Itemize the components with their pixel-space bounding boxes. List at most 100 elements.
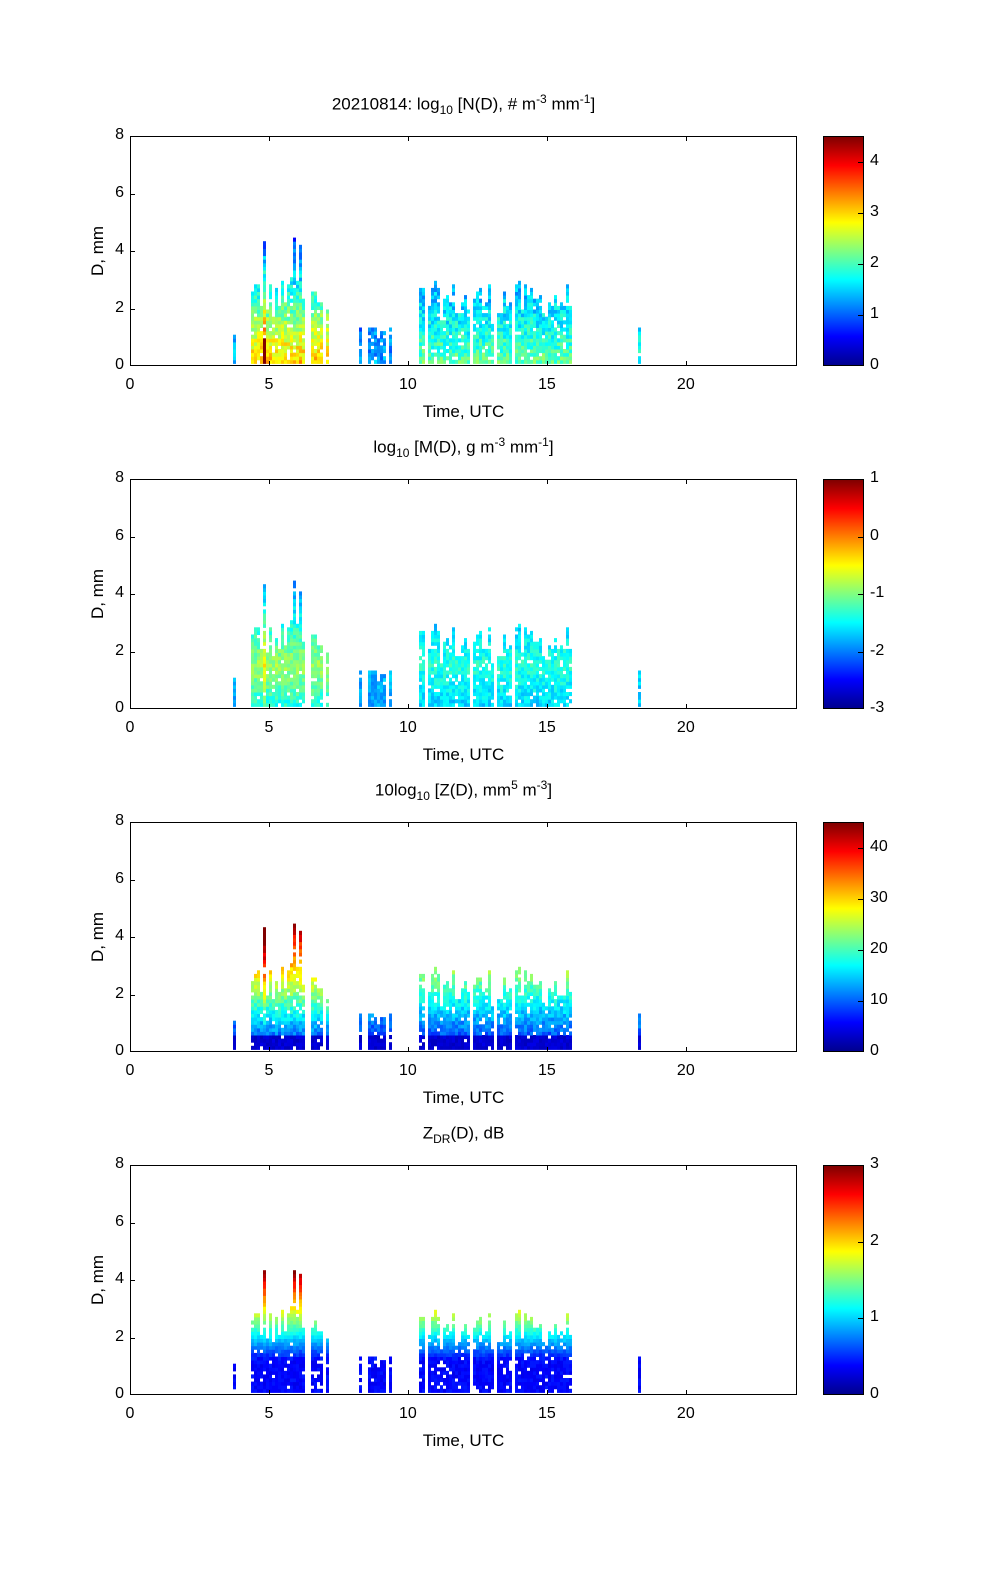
heatmap-cell [461,648,464,653]
heatmap-cell [290,659,293,664]
heatmap-cell [527,1017,530,1022]
heatmap-cell [548,316,551,321]
heatmap-cell [260,656,263,661]
heatmap-cell [434,291,437,296]
heatmap-cell [461,1009,464,1014]
heatmap-cell [326,681,329,686]
heatmap-cell [500,684,503,689]
colorbar-tick-label: -1 [870,584,885,601]
heatmap-cell [566,692,569,697]
heatmap-cell [500,666,503,671]
heatmap-cell [518,702,521,707]
heatmap-cell [539,345,542,350]
heatmap-cell [299,620,302,625]
title-part-mid2: m [517,780,537,800]
heatmap-cell [368,670,371,675]
heatmap-cell [290,338,293,343]
heatmap-cell [275,302,278,307]
heatmap-cell [371,1388,374,1393]
heatmap-cell [506,1035,509,1040]
heatmap-cell [299,681,302,686]
heatmap-cell [524,1017,527,1022]
heatmap-cell [368,702,371,707]
heatmap-cell [368,688,371,693]
heatmap-cell [500,677,503,682]
heatmap-cell [539,1020,542,1025]
heatmap-cell [515,648,518,653]
colorbar-tick-label: 1 [870,304,879,322]
heatmap-cell [257,1331,260,1336]
heatmap-cell [554,331,557,336]
heatmap-cell [422,630,425,635]
heatmap-cell [488,1334,491,1339]
heatmap-cell [458,656,461,661]
heatmap-cell [503,991,506,996]
heatmap-cell [476,648,479,653]
heatmap-cell [443,313,446,318]
heatmap-cell [452,1360,455,1365]
heatmap-cell [317,356,320,361]
heatmap-cell [455,699,458,704]
heatmap-cell [527,1031,530,1036]
heatmap-cell [302,995,305,1000]
heatmap-cell [272,1385,275,1390]
y-tick-label: 2 [115,641,124,659]
heatmap-cell [479,995,482,1000]
heatmap-cell [380,1024,383,1029]
heatmap-cell [557,309,560,314]
heatmap-cell [476,345,479,350]
heatmap-cell [422,1320,425,1325]
heatmap-cell [257,1320,260,1325]
heatmap-cell [461,305,464,310]
heatmap-cell [464,1334,467,1339]
heatmap-cell [533,302,536,307]
heatmap-cell [293,331,296,336]
heatmap-cell [257,1356,260,1361]
heatmap-cell [293,316,296,321]
heatmap-cell [443,1381,446,1386]
heatmap-cell [233,699,236,704]
heatmap-cell [455,692,458,697]
heatmap-cell [269,677,272,682]
heatmap-cell [302,1334,305,1339]
heatmap-cell [371,334,374,339]
heatmap-cell [266,1349,269,1354]
heatmap-cell [419,1356,422,1361]
heatmap-cell [251,659,254,664]
heatmap-cell [563,681,566,686]
heatmap-cell [371,1027,374,1032]
heatmap-cell [437,638,440,643]
heatmap-cell [287,1367,290,1372]
heatmap-cell [371,341,374,346]
heatmap-cell [254,1316,257,1321]
heatmap-cell [431,1017,434,1022]
heatmap-cell [275,1027,278,1032]
heatmap-cell [389,699,392,704]
heatmap-cell [299,623,302,628]
heatmap-cell [467,1363,470,1368]
heatmap-cell [530,1031,533,1036]
heatmap-cell [299,259,302,264]
heatmap-cell [533,674,536,679]
heatmap-cell [431,699,434,704]
heatmap-cell [473,648,476,653]
heatmap-cell [557,648,560,653]
heatmap-cell [452,1367,455,1372]
heatmap-cell [434,1006,437,1011]
heatmap-cell [257,1360,260,1365]
heatmap-cell [539,988,542,993]
heatmap-cell [449,1378,452,1383]
x-tick-mark [407,361,409,366]
heatmap-cell [473,345,476,350]
heatmap-cell [506,999,509,1004]
heatmap-cell [428,327,431,332]
heatmap-cell [482,327,485,332]
heatmap-cell [302,674,305,679]
heatmap-cell [422,1027,425,1032]
heatmap-cell [284,702,287,707]
heatmap-cell [503,349,506,354]
heatmap-cell [509,341,512,346]
heatmap-cell [302,656,305,661]
heatmap-cell [437,359,440,364]
heatmap-cell [257,981,260,986]
